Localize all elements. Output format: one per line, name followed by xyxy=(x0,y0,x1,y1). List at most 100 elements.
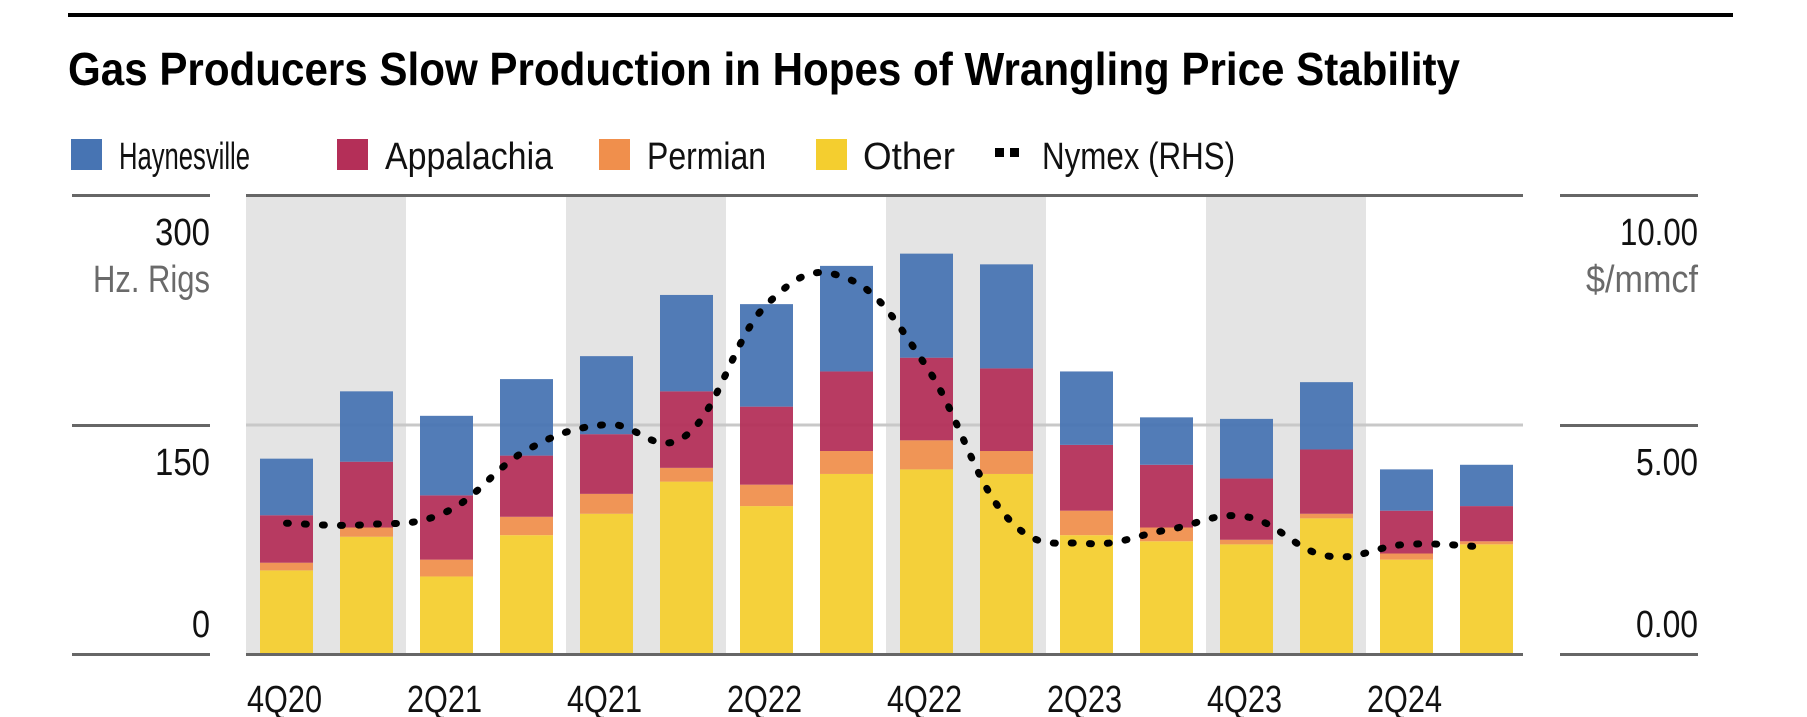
left-tick-300: 300 xyxy=(155,212,210,254)
bar-segment-permian-3Q23 xyxy=(1140,527,1193,542)
bar-segment-haynesville-2Q23 xyxy=(1060,371,1113,445)
bar-segment-other-2Q24 xyxy=(1380,559,1433,655)
legend-swatch xyxy=(816,139,847,170)
right-tick-5: 5.00 xyxy=(1636,442,1698,484)
bar-segment-appalachia-3Q22 xyxy=(820,371,873,452)
bar-segment-appalachia-1Q21 xyxy=(340,461,393,528)
bar-stack-2Q22 xyxy=(740,304,793,655)
x-tick-label: 4Q20 xyxy=(247,679,322,717)
bar-segment-appalachia-4Q23 xyxy=(1220,478,1273,540)
bar-segment-appalachia-2Q24 xyxy=(1380,510,1433,554)
top-rule xyxy=(68,13,1733,17)
right-axis-rule-5 xyxy=(1560,424,1698,427)
x-tick-label: 2Q21 xyxy=(407,679,482,717)
bar-segment-other-1Q22 xyxy=(660,481,713,655)
bar-stack-1Q24 xyxy=(1300,382,1353,655)
legend-swatch xyxy=(71,139,102,170)
bar-stack-1Q21 xyxy=(340,391,393,655)
bar-segment-haynesville-3Q22 xyxy=(820,265,873,372)
right-axis-label: $/mmcf xyxy=(1586,259,1698,301)
bar-segment-other-3Q24 xyxy=(1460,544,1513,655)
bar-segment-appalachia-1Q22 xyxy=(660,391,713,468)
legend-label: Permian xyxy=(647,136,766,178)
x-axis-labels: 4Q20 2Q21 4Q21 2Q22 4Q22 2Q23 4Q23 2Q24 xyxy=(247,679,1442,717)
left-axis-rule-0 xyxy=(72,653,210,656)
bar-segment-permian-4Q20 xyxy=(260,562,313,571)
bar-segment-permian-1Q21 xyxy=(340,527,393,537)
bar-segment-haynesville-4Q21 xyxy=(580,356,633,435)
x-tick-label: 2Q22 xyxy=(727,679,802,717)
bar-segment-permian-3Q24 xyxy=(1460,541,1513,545)
bar-segment-appalachia-4Q21 xyxy=(580,434,633,494)
bar-segment-permian-4Q23 xyxy=(1220,539,1273,545)
x-tick-label: 4Q21 xyxy=(567,679,642,717)
bar-stack-4Q22 xyxy=(900,253,953,655)
legend-item-nymex-rhs: Nymex (RHS) xyxy=(995,136,1235,178)
bar-segment-other-4Q22 xyxy=(900,469,953,655)
legend-item-appalachia: Appalachia xyxy=(337,136,554,178)
bar-stack-1Q23 xyxy=(980,264,1033,655)
nymex-dotted-line xyxy=(283,268,1490,561)
bar-segment-permian-3Q22 xyxy=(820,451,873,474)
legend-label: Haynesville xyxy=(119,136,250,178)
left-axis-rule-300 xyxy=(72,194,210,197)
bar-stack-4Q23 xyxy=(1220,418,1273,655)
bar-segment-permian-1Q23 xyxy=(980,451,1033,474)
bar-segment-haynesville-1Q22 xyxy=(660,294,713,392)
bar-stack-2Q24 xyxy=(1380,469,1433,655)
left-tick-150: 150 xyxy=(155,442,210,484)
x-tick-label: 2Q24 xyxy=(1367,679,1442,717)
bar-stack-1Q22 xyxy=(660,294,713,655)
bar-segment-other-3Q23 xyxy=(1140,541,1193,655)
bar-segment-haynesville-3Q24 xyxy=(1460,464,1513,507)
bar-segment-other-1Q24 xyxy=(1300,518,1353,655)
bar-segment-other-4Q21 xyxy=(580,513,633,655)
bar-segment-other-3Q22 xyxy=(820,473,873,655)
legend-label: Other xyxy=(863,136,955,178)
nymex-line xyxy=(283,268,1490,561)
bar-segment-other-3Q21 xyxy=(500,535,553,655)
bar-segment-appalachia-3Q23 xyxy=(1140,464,1193,528)
bar-segment-appalachia-3Q21 xyxy=(500,455,553,517)
x-tick-label: 4Q22 xyxy=(887,679,962,717)
bar-segment-haynesville-2Q22 xyxy=(740,304,793,407)
bar-stack-4Q21 xyxy=(580,356,633,655)
bar-segment-appalachia-1Q23 xyxy=(980,368,1033,452)
bar-segment-other-1Q21 xyxy=(340,536,393,655)
bar-stack-3Q21 xyxy=(500,379,553,655)
bar-stack-2Q23 xyxy=(1060,371,1113,655)
bar-segment-permian-1Q22 xyxy=(660,467,713,482)
legend-item-haynesville: Haynesville xyxy=(71,136,250,178)
bar-stack-3Q23 xyxy=(1140,417,1193,655)
bar-segment-permian-2Q21 xyxy=(420,559,473,577)
plot-baseline xyxy=(246,653,1523,656)
legend-label: Nymex (RHS) xyxy=(1042,136,1235,178)
bar-segment-haynesville-2Q21 xyxy=(420,415,473,496)
bar-segment-permian-2Q23 xyxy=(1060,510,1113,536)
bar-segment-appalachia-2Q22 xyxy=(740,406,793,485)
bar-segment-other-2Q21 xyxy=(420,576,473,655)
bar-segment-haynesville-4Q23 xyxy=(1220,418,1273,479)
bar-segment-appalachia-2Q21 xyxy=(420,495,473,560)
bar-segment-permian-2Q24 xyxy=(1380,553,1433,560)
bar-segment-haynesville-1Q23 xyxy=(980,264,1033,369)
bar-segment-permian-2Q22 xyxy=(740,484,793,507)
bar-segment-haynesville-2Q24 xyxy=(1380,469,1433,511)
plot-top-rule xyxy=(246,194,1523,197)
bar-segment-haynesville-1Q21 xyxy=(340,391,393,462)
legend-dot-icon xyxy=(1010,148,1019,157)
legend-item-permian: Permian xyxy=(599,136,766,178)
right-axis-rule-10 xyxy=(1560,194,1698,197)
bar-segment-haynesville-3Q23 xyxy=(1140,417,1193,465)
bar-segment-permian-1Q24 xyxy=(1300,513,1353,519)
bar-segment-appalachia-2Q23 xyxy=(1060,444,1113,511)
x-tick-label: 4Q23 xyxy=(1207,679,1282,717)
bar-segment-haynesville-4Q22 xyxy=(900,253,953,358)
bar-stack-2Q21 xyxy=(420,415,473,655)
x-tick-label: 2Q23 xyxy=(1047,679,1122,717)
bar-stack-3Q24 xyxy=(1460,464,1513,655)
legend-item-other: Other xyxy=(816,136,955,178)
bar-segment-haynesville-1Q24 xyxy=(1300,382,1353,450)
legend-dot-icon xyxy=(995,148,1004,157)
